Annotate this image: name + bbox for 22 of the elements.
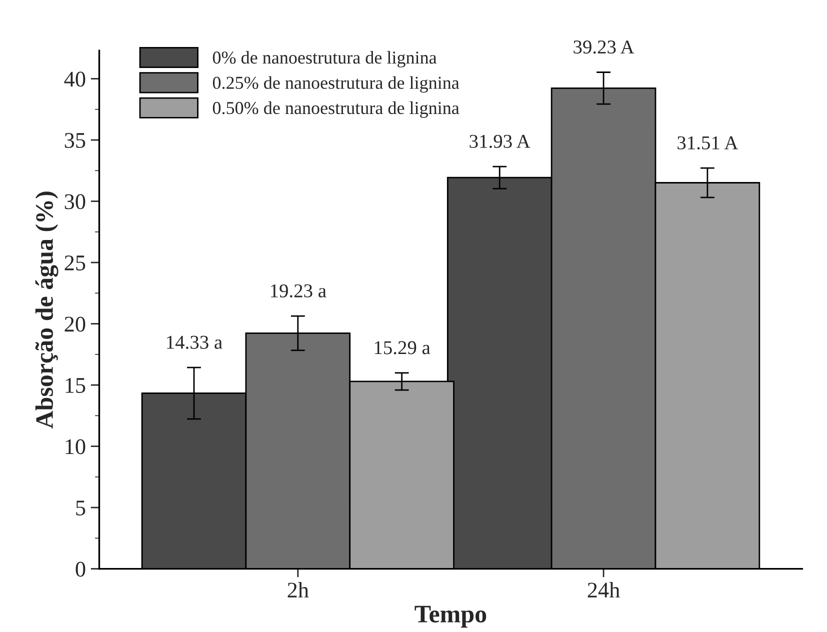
y-tick-label: 20 xyxy=(64,316,86,332)
y-tick-label: 10 xyxy=(66,439,86,454)
x-tick-label: 2h xyxy=(288,582,309,598)
y-tick-label: 25 xyxy=(64,256,86,270)
y-axis-title: Absorção de água (%) xyxy=(35,192,58,429)
data-label: 14.33 a xyxy=(167,336,222,349)
y-tick-label: 35 xyxy=(64,132,86,148)
data-label: 39.23 A xyxy=(574,40,634,54)
y-tick-label: 15 xyxy=(66,378,86,393)
legend-label: 0% de nanoestrutura de lignina xyxy=(212,51,437,68)
data-label: 31.93 A xyxy=(470,134,530,148)
data-label: 31.51 A xyxy=(678,136,738,150)
y-tick-label: 30 xyxy=(64,194,86,210)
y-tick-label: 5 xyxy=(76,500,86,516)
y-tick-label: 40 xyxy=(64,72,86,87)
y-tick-label: 0 xyxy=(76,562,86,577)
legend-label: 0.50% de nanoestrutura de lignina xyxy=(212,101,460,118)
x-axis-title: Tempo xyxy=(414,606,486,628)
legend-label: 0.25% de nanoestrutura de lignina xyxy=(212,76,460,93)
data-label: 19.23 a xyxy=(270,284,326,298)
x-tick-label: 24h xyxy=(588,582,620,598)
data-label: 15.29 a xyxy=(374,341,430,354)
